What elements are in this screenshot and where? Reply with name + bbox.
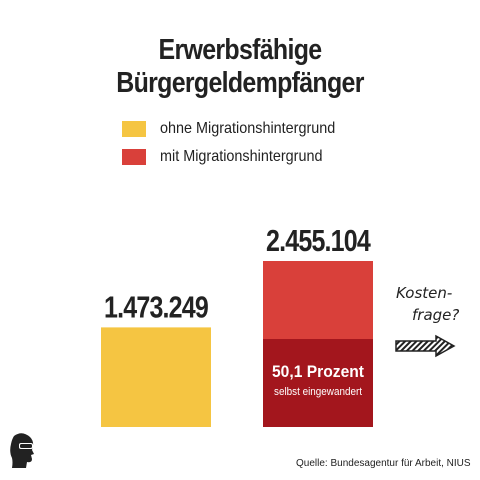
source-note: Quelle: Bundesagentur für Arbeit, NIUS bbox=[296, 458, 471, 469]
legend-item-ohne: ohne Migrationshintergrund bbox=[122, 118, 355, 140]
head-silhouette-icon bbox=[10, 433, 34, 468]
annotation-line-2: frage? bbox=[412, 306, 460, 324]
legend-swatch-mit bbox=[122, 149, 146, 165]
segment-label: 50,1 Prozent bbox=[272, 362, 364, 381]
legend-label-ohne: ohne Migrationshintergrund bbox=[160, 120, 336, 137]
legend-item-mit: mit Migrationshintergrund bbox=[122, 146, 355, 168]
annotation-line-1: Kosten- bbox=[396, 284, 453, 302]
legend: ohne Migrationshintergrund mit Migration… bbox=[122, 118, 355, 174]
bar-value-ohne: 1.473.249 bbox=[104, 289, 209, 324]
bar-ohne bbox=[101, 327, 211, 427]
arrow-right-icon bbox=[395, 334, 456, 358]
bar-value-mit: 2.455.104 bbox=[266, 223, 371, 258]
legend-swatch-ohne bbox=[122, 121, 146, 137]
chart-title: Erwerbsfähige Bürgergeldempfänger bbox=[116, 34, 364, 99]
legend-label-mit: mit Migrationshintergrund bbox=[160, 148, 323, 165]
bar-segment-eingewandert bbox=[263, 339, 373, 427]
segment-sublabel: selbst eingewandert bbox=[274, 386, 362, 398]
